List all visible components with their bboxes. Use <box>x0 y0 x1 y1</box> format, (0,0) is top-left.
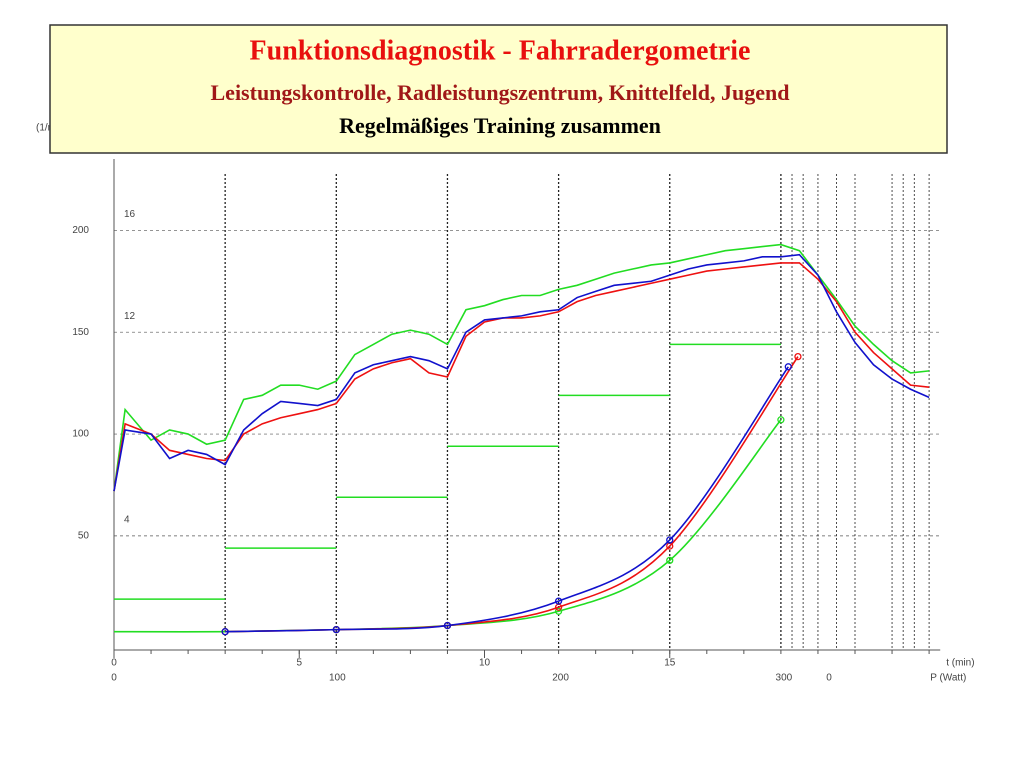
chart-title: Funktionsdiagnostik - Fahrradergometrie <box>250 35 751 66</box>
x2-tick-label: 0 <box>826 673 832 684</box>
lactate-curve <box>225 366 789 633</box>
y-tick-label: 150 <box>72 327 89 338</box>
lactate-point <box>554 597 563 605</box>
y-tick-label: 100 <box>72 429 89 440</box>
lactate-point <box>777 416 785 424</box>
lactate-point <box>443 621 452 630</box>
x2-axis-label: P (Watt) <box>930 673 966 684</box>
lactate-point <box>554 607 563 615</box>
x-tick-label: 15 <box>664 658 676 669</box>
x-axis-label: t (min) <box>946 658 974 669</box>
y-tick-label: 50 <box>78 531 90 542</box>
y-tick-label: 200 <box>72 225 89 236</box>
y2-tick-label: 16 <box>124 209 136 220</box>
lactate-point <box>784 363 792 371</box>
x-tick-label: 10 <box>479 658 491 669</box>
plot-area: 0 5 10 150 100 200 300 0t (min)P (Watt)50100150… <box>72 159 975 684</box>
lactate-point <box>332 625 340 634</box>
x2-tick-label: 200 <box>552 673 569 684</box>
x2-tick-label: 300 <box>776 673 793 684</box>
lactate-point <box>794 352 802 361</box>
lactate-point <box>666 536 674 544</box>
heart-rate-line <box>113 253 930 492</box>
y2-tick-label: 4 <box>124 515 130 526</box>
heart-rate-line <box>113 243 930 492</box>
lactate-point <box>666 556 674 565</box>
y2-tick-label: 12 <box>124 311 136 322</box>
x2-tick-label: 100 <box>329 673 346 684</box>
lactate-point <box>221 628 229 636</box>
heart-rate-line <box>113 262 930 492</box>
chart-subtitle: Regelmäßiges Training zusammen <box>339 113 661 138</box>
title-box <box>49 24 948 154</box>
x-tick-label: 0 <box>111 658 117 669</box>
x2-tick-label: 0 <box>111 673 117 684</box>
chart-subtitle: Leistungskontrolle, Radleistungszentrum,… <box>211 80 790 105</box>
x-tick-label: 5 <box>296 658 302 669</box>
lactate-curve <box>225 356 799 633</box>
